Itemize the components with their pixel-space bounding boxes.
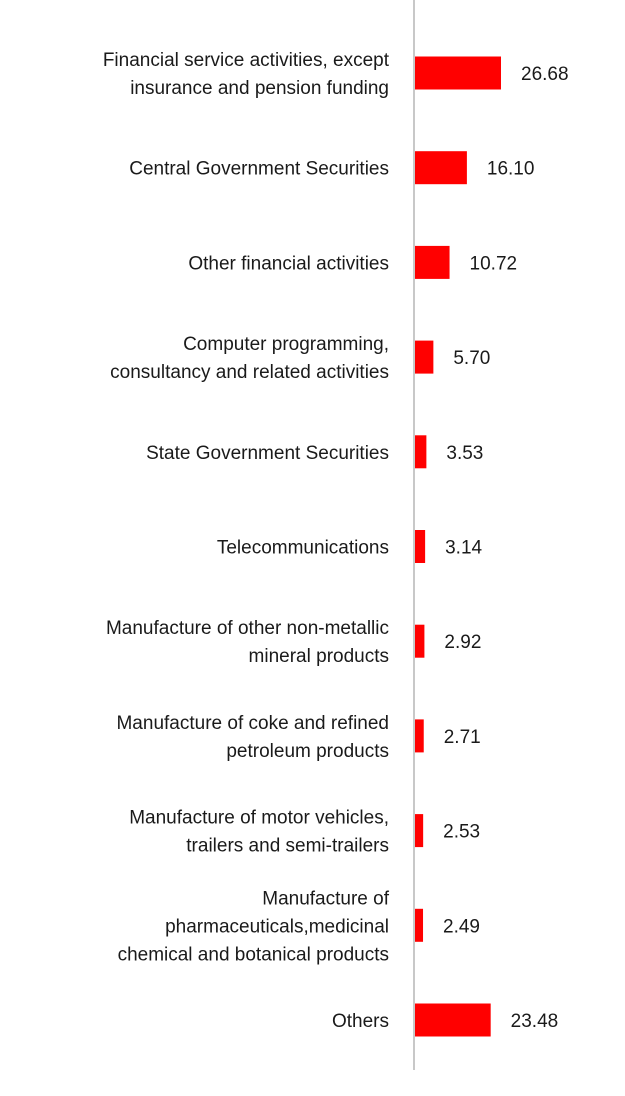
category-label-line: Financial service activities, except	[103, 50, 390, 71]
category-label-line: Computer programming,	[183, 334, 389, 355]
bar	[415, 56, 501, 90]
category-label: Computer programming, consultancy and rel…	[110, 334, 389, 383]
category-label-line: Manufacture of	[262, 888, 389, 909]
category-label: State Government Securities	[146, 443, 389, 464]
category-label-line: Manufacture of coke and refined	[116, 713, 389, 734]
category-label: Telecommunications	[217, 538, 389, 559]
bar-row: 2.53 Manufacture of motor vehicles, traile…	[129, 808, 480, 857]
category-label-line: pharmaceuticals,medicinal	[165, 916, 389, 937]
category-label-line: consultancy and related activities	[110, 362, 389, 383]
bar	[415, 1003, 491, 1037]
category-label-line: Other financial activities	[188, 253, 389, 274]
bar	[415, 151, 467, 185]
bar-row: 5.70 Computer programming, consultancy and…	[110, 334, 490, 383]
data-label: 16.10	[487, 159, 535, 180]
data-label: 23.48	[511, 1011, 559, 1032]
bar-row: 16.10 Central Government Securities	[129, 151, 535, 185]
bar-row: 3.53 State Government Securities	[146, 435, 483, 469]
category-label-line: petroleum products	[226, 741, 389, 762]
data-label: 5.70	[453, 348, 490, 369]
data-label: 2.71	[444, 727, 481, 748]
data-label: 26.68	[521, 64, 569, 85]
category-label-line: Manufacture of motor vehicles,	[129, 808, 389, 829]
category-label-line: Manufacture of other non-metallic	[106, 618, 389, 639]
bar-row: 3.14 Telecommunications	[217, 530, 483, 563]
category-label-line: insurance and pension funding	[130, 78, 389, 99]
category-label-line: State Government Securities	[146, 443, 389, 464]
category-label: Manufacture of motor vehicles, trailers a…	[129, 808, 389, 857]
bar-row: 2.92 Manufacture of other non-metallic min…	[106, 618, 481, 667]
bar-row: 10.72 Other financial activities	[188, 245, 518, 279]
data-label: 3.14	[445, 538, 482, 559]
bar	[415, 530, 426, 563]
bar	[415, 340, 434, 374]
category-label-line: trailers and semi-trailers	[186, 836, 389, 857]
category-label: Manufacture of other non-metallic mineral…	[106, 618, 389, 667]
category-label: Manufacture of pharmaceuticals,medicinal c…	[118, 888, 390, 965]
category-label-line: mineral products	[249, 646, 389, 667]
bar-row: 23.48 Others	[332, 1003, 559, 1037]
category-label-line: Others	[332, 1011, 389, 1032]
bar	[415, 435, 427, 469]
category-label-line: chemical and botanical products	[118, 944, 389, 965]
bar	[415, 624, 425, 658]
bar	[415, 719, 424, 753]
bar	[415, 245, 450, 279]
category-label: Financial service activities, except insu…	[103, 50, 390, 99]
category-label: Other financial activities	[188, 253, 389, 274]
category-label-line: Telecommunications	[217, 538, 389, 559]
bar	[415, 908, 424, 942]
bar	[415, 814, 424, 848]
data-label: 2.92	[444, 632, 481, 653]
data-label: 2.49	[443, 916, 480, 937]
bar-row: 2.49 Manufacture of pharmaceuticals,medici…	[118, 888, 480, 965]
data-label: 2.53	[443, 822, 480, 843]
chart-rows: 26.68 Financial service activities, excep…	[103, 50, 569, 1037]
bar-row: 2.71 Manufacture of coke and refined petro…	[116, 713, 480, 762]
category-label: Manufacture of coke and refined petroleum…	[116, 713, 389, 762]
bar-row: 26.68 Financial service activities, excep…	[103, 50, 569, 99]
category-label: Others	[332, 1011, 389, 1032]
category-label: Central Government Securities	[129, 159, 389, 180]
data-label: 3.53	[446, 443, 483, 464]
data-label: 10.72	[470, 253, 518, 274]
category-label-line: Central Government Securities	[129, 159, 389, 180]
